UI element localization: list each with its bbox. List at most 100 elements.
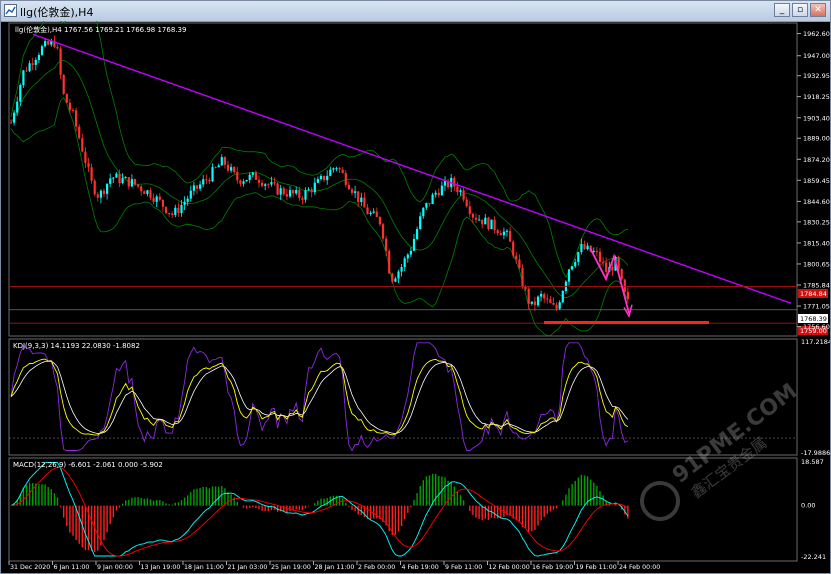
candlestick — [326, 170, 329, 185]
candlestick — [208, 177, 211, 184]
candlestick — [19, 83, 22, 107]
candlestick — [428, 203, 431, 207]
candlestick — [443, 176, 447, 191]
kdj-k-line — [10, 358, 629, 436]
time-tick-label: 24 Feb 00:00 — [619, 564, 660, 571]
restore-button[interactable]: ▫ — [792, 3, 808, 17]
candlestick — [177, 202, 180, 217]
candlestick — [434, 190, 437, 198]
candlestick — [226, 160, 230, 173]
close-button[interactable]: ✕ — [810, 3, 826, 17]
candlestick — [558, 300, 561, 311]
kdj-tick-top: 117.2184 — [801, 338, 830, 346]
minimize-button[interactable]: _ — [774, 3, 790, 17]
bollinger-middle-band — [10, 59, 629, 299]
candlestick — [626, 287, 629, 304]
kdj-info-label: KDJ(9,3,3) 14.1193 22.0830 -1.8082 — [13, 342, 140, 350]
candlestick — [620, 268, 623, 281]
candlestick — [471, 212, 474, 224]
macd-signal-line — [10, 466, 629, 557]
candlestick — [96, 192, 99, 202]
candlestick — [462, 187, 465, 202]
candlestick — [93, 178, 96, 197]
kdj-d-line — [10, 360, 629, 435]
candlestick — [205, 174, 208, 184]
candlestick — [301, 195, 304, 205]
candlestick — [245, 179, 248, 182]
price-tick-label: 1947.00 — [803, 52, 830, 60]
candlestick — [109, 173, 112, 188]
kdj-tick-bottom: -17.9886 — [801, 449, 830, 457]
candlestick — [168, 212, 171, 217]
bollinger-upper-band — [10, 21, 628, 278]
candlestick — [174, 204, 177, 218]
candlestick — [313, 177, 316, 195]
candlestick — [298, 186, 301, 202]
candlestick — [195, 184, 199, 195]
candlestick — [496, 228, 499, 236]
title-bar[interactable]: llg(伦敦金),H4 _ ▫ ✕ — [1, 1, 830, 22]
candlestick — [617, 255, 620, 273]
candlestick — [233, 166, 236, 175]
candlestick — [623, 278, 626, 293]
candlestick — [248, 172, 251, 184]
candlestick — [236, 166, 239, 184]
price-tick-label: 1800.65 — [803, 260, 830, 268]
price-chart — [9, 21, 797, 336]
candlestick — [400, 264, 403, 277]
candlestick — [481, 219, 484, 229]
time-tick-label: 9 Feb 11:00 — [445, 564, 482, 571]
chart-area[interactable]: 91PME.COM 鑫汇宝贵金属 llg(伦敦金),H4 1767.56 176… — [1, 21, 830, 573]
candlestick — [230, 163, 233, 173]
candlestick — [78, 124, 81, 140]
time-tick-label: 12 Feb 00:00 — [489, 564, 530, 571]
candlestick — [536, 295, 540, 308]
candlestick — [567, 268, 571, 286]
candlestick — [261, 179, 264, 188]
candlestick — [366, 203, 369, 215]
macd-tick-mid: 0.00 — [801, 502, 815, 510]
candlestick — [502, 227, 505, 240]
candlestick — [158, 192, 161, 202]
candlestick — [254, 170, 257, 181]
candlestick — [264, 182, 267, 191]
kdj-j-line — [10, 342, 629, 452]
descending-trendline — [32, 33, 792, 304]
candlestick — [487, 216, 490, 231]
candlestick — [518, 254, 521, 270]
candlestick — [9, 119, 13, 124]
candlestick — [273, 177, 276, 186]
candlestick — [189, 185, 192, 202]
candlestick — [164, 206, 168, 215]
time-tick-label: 6 Jan 11:00 — [54, 564, 90, 571]
candlestick — [183, 196, 186, 211]
candlestick — [143, 190, 146, 195]
candlestick — [99, 189, 102, 204]
candlestick — [459, 188, 462, 196]
price-tick-label: 1859.45 — [803, 177, 830, 185]
candlestick — [595, 247, 598, 257]
candlestick — [316, 176, 319, 184]
time-tick-label: 4 Feb 19:00 — [402, 564, 439, 571]
candlestick — [257, 175, 261, 188]
candlestick — [285, 188, 288, 200]
price-tick-label: 1918.25 — [803, 93, 830, 101]
candlestick — [270, 176, 273, 187]
candlestick — [431, 192, 434, 205]
candlestick — [307, 187, 310, 191]
svg-text:1759.00: 1759.00 — [800, 327, 827, 335]
candlestick — [478, 214, 481, 221]
candlestick — [118, 169, 121, 187]
candlestick — [611, 263, 614, 277]
candlestick — [338, 166, 341, 173]
candlestick — [549, 295, 552, 304]
candlestick — [65, 93, 68, 104]
price-tick-label: 1844.60 — [803, 198, 830, 206]
candlestick — [28, 60, 31, 73]
candlestick — [279, 184, 282, 201]
candlestick — [310, 187, 313, 198]
support-price-tag: 1759.00 — [798, 326, 828, 335]
svg-text:1768.39: 1768.39 — [800, 315, 827, 323]
candlestick — [409, 247, 412, 258]
candlestick — [574, 258, 577, 269]
